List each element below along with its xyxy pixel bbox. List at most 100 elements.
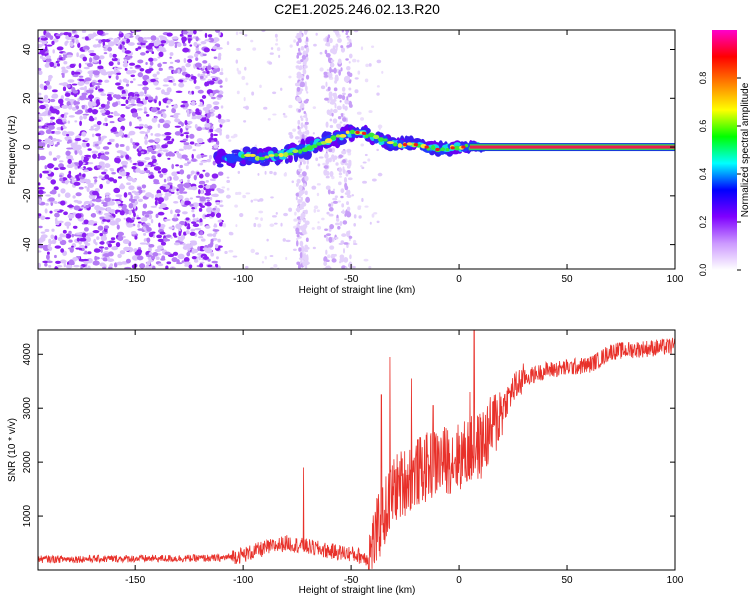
noise-speckle [145,50,150,54]
noise-speckle [87,251,92,255]
noise-speckle [57,139,62,143]
noise-speckle [138,189,143,194]
faint-speckle [236,47,241,51]
noise-speckle [128,132,133,136]
faint-speckle [255,252,260,255]
noise-speckle [153,162,159,166]
faint-speckle [315,32,318,36]
faint-speckle [258,210,264,214]
noise-speckle [62,57,66,61]
noise-speckle [170,191,175,194]
snr-frame [37,329,676,571]
noise-speckle [202,169,206,172]
noise-speckle [140,151,145,154]
snr-series-line [38,330,675,570]
noise-speckle [152,73,158,78]
noise-speckle [148,57,154,62]
noise-speckle [100,201,109,205]
striation-speckle [305,42,309,46]
noise-speckle [204,110,209,114]
noise-speckle [97,225,104,231]
noise-speckle [102,203,108,207]
noise-speckle [74,232,82,235]
noise-speckle [176,259,180,264]
noise-speckle [187,34,192,38]
noise-speckle [87,265,91,269]
noise-speckle [41,35,46,39]
noise-speckle [123,217,126,220]
noise-speckle [71,158,74,161]
noise-speckle [146,37,151,40]
noise-speckle [115,241,121,248]
noise-speckle [128,203,134,209]
noise-speckle [98,210,102,214]
noise-speckle [172,78,175,83]
noise-speckle [71,83,78,86]
noise-speckle [72,30,76,34]
trace-peak [361,131,367,136]
striation-speckle [303,100,309,104]
striation-speckle [331,112,334,117]
noise-speckle [83,219,89,225]
striation-speckle [302,254,308,261]
noise-speckle [64,192,71,198]
noise-speckle [84,245,88,249]
noise-speckle [190,75,197,80]
noise-speckle [150,150,157,155]
trace-highlight [364,134,369,139]
striation-speckle [305,245,308,249]
striation-speckle [300,196,303,202]
faint-speckle [288,75,292,79]
noise-speckle [126,105,134,108]
striation-speckle [334,102,337,109]
noise-speckle [67,173,72,179]
noise-speckle [167,157,171,160]
trace-highlight [393,142,398,147]
spectrogram-y-tick-label: 40 [22,44,33,56]
striation-speckle [345,58,349,61]
striation-speckle [305,165,309,170]
noise-speckle [47,163,54,169]
noise-speckle [166,261,172,265]
noise-speckle [202,65,207,69]
noise-speckle [179,33,184,37]
noise-speckle [196,114,203,120]
noise-speckle [103,225,110,229]
noise-speckle [200,41,207,45]
noise-speckle [155,213,159,219]
striation-speckle [338,69,341,76]
striation-speckle [338,167,343,173]
faint-speckle [282,238,286,242]
noise-speckle [68,104,73,110]
noise-speckle [83,169,89,173]
noise-speckle [183,182,191,189]
striation-speckle [339,121,343,124]
noise-speckle [129,95,133,99]
noise-speckle [62,229,67,234]
striation-speckle [341,150,347,155]
noise-speckle [129,159,133,163]
noise-speckle [120,171,127,177]
noise-speckle [148,246,152,253]
striation-speckle [296,96,302,103]
striation-speckle [329,37,333,44]
noise-speckle [102,266,107,269]
noise-speckle [191,153,194,160]
noise-speckle [131,112,139,118]
noise-speckle [150,107,158,113]
noise-speckle [81,232,87,238]
noise-speckle [187,160,192,163]
striation-speckle [299,240,304,247]
noise-speckle [79,87,86,91]
trace-highlight [298,149,303,154]
noise-speckle [67,213,75,219]
noise-speckle [71,245,74,248]
faint-speckle [381,70,384,74]
noise-speckle [196,171,200,175]
noise-speckle [104,192,111,197]
faint-speckle [275,212,278,215]
noise-speckle [67,204,74,208]
noise-speckle [109,120,115,124]
noise-speckle [212,101,220,106]
striation-speckle [340,188,345,194]
